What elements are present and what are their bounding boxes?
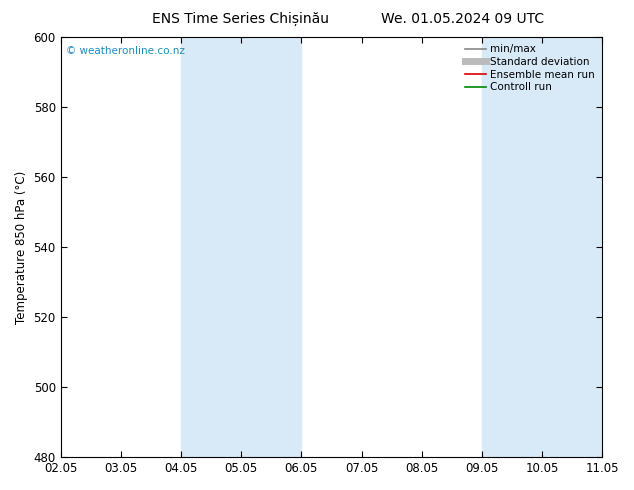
Y-axis label: Temperature 850 hPa (°C): Temperature 850 hPa (°C) [15,171,28,324]
Bar [482,37,602,457]
Text: We. 01.05.2024 09 UTC: We. 01.05.2024 09 UTC [381,12,545,26]
Bar [181,37,301,457]
Text: © weatheronline.co.nz: © weatheronline.co.nz [66,46,185,55]
Text: ENS Time Series Chișinău: ENS Time Series Chișinău [152,12,330,26]
Legend: min/max, Standard deviation, Ensemble mean run, Controll run: min/max, Standard deviation, Ensemble me… [463,42,597,95]
